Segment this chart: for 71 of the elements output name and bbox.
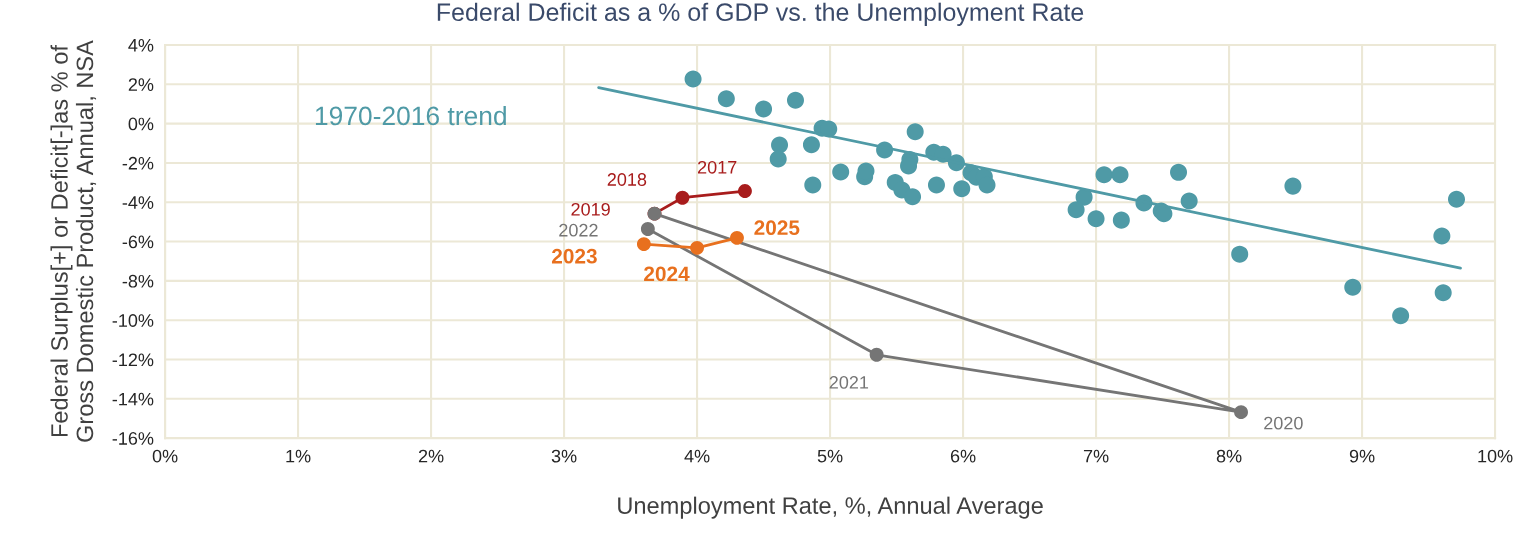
point xyxy=(802,136,820,154)
annotation: 2018 xyxy=(607,173,647,186)
point xyxy=(1067,201,1085,219)
x-tick-label: 9% xyxy=(1349,449,1375,463)
x-tick-label: 4% xyxy=(684,449,710,463)
point xyxy=(755,100,773,118)
point xyxy=(1284,177,1302,195)
x-tick-label: 10% xyxy=(1478,449,1513,463)
annotation: 2017 xyxy=(698,160,737,174)
point xyxy=(636,237,651,252)
x-tick-label: 2% xyxy=(418,449,444,463)
point xyxy=(684,70,702,88)
point xyxy=(690,240,705,255)
point xyxy=(1095,166,1113,184)
point xyxy=(906,123,924,141)
annotation: 2023 xyxy=(551,248,597,264)
y-tick-label: -4% xyxy=(122,196,154,209)
point xyxy=(717,90,735,108)
point xyxy=(1344,278,1362,296)
point xyxy=(804,176,822,194)
point xyxy=(675,190,690,205)
text: 1970-2016 trend xyxy=(315,105,506,126)
annotation: 2021 xyxy=(829,376,869,389)
point xyxy=(904,188,922,206)
point xyxy=(832,163,850,181)
y-tick-label: 4% xyxy=(128,39,154,52)
x-tick-label: 6% xyxy=(950,449,976,463)
x-tick-label: 5% xyxy=(817,449,843,463)
point xyxy=(1111,166,1129,184)
y-tick-label: -12% xyxy=(112,353,154,367)
x-tick-label: 0% xyxy=(152,449,178,463)
y-tick-label: -2% xyxy=(122,156,154,170)
x-tick-label: 3% xyxy=(551,449,577,463)
y-tick-label: 0% xyxy=(128,117,154,131)
y-axis-title: Federal Surplus[+] or Deficit[-]as % of Gross Domestic Product, Annual, NSA xyxy=(50,40,97,442)
point xyxy=(1170,163,1188,181)
point xyxy=(730,230,744,245)
point xyxy=(1447,190,1466,208)
annotation: 2019 xyxy=(571,202,610,216)
point xyxy=(869,347,884,362)
chart-title: Federal Deficit as a % of GDP vs. the Unemployment Rate xyxy=(437,2,1084,26)
point xyxy=(953,180,971,198)
annotation: 2025 xyxy=(754,220,800,236)
y-tick-label: -16% xyxy=(112,432,154,445)
point xyxy=(1392,307,1410,325)
point xyxy=(1433,227,1451,245)
point xyxy=(1112,211,1130,229)
y-tick-label: -8% xyxy=(122,274,154,288)
point xyxy=(1087,210,1105,228)
x-tick-label: 1% xyxy=(286,449,311,463)
point xyxy=(771,136,789,154)
point xyxy=(769,150,787,168)
point xyxy=(1434,284,1452,302)
point xyxy=(738,184,752,198)
point xyxy=(1231,245,1249,263)
x-tick-label: 8% xyxy=(1216,449,1242,463)
annotation: 2024 xyxy=(644,266,690,282)
annotation: 2020 xyxy=(1264,416,1303,430)
y-tick-label: -10% xyxy=(112,314,154,327)
y-tick-label: -6% xyxy=(122,235,154,249)
point xyxy=(1180,192,1198,210)
point xyxy=(786,91,804,109)
point xyxy=(640,222,655,236)
point xyxy=(978,176,996,194)
annotation: 2022 xyxy=(559,223,598,237)
point xyxy=(1234,405,1248,420)
point xyxy=(927,176,945,194)
x-axis-title: Unemployment Rate, %, Annual Average xyxy=(618,496,1043,519)
y-tick-label: -14% xyxy=(112,392,154,406)
y-tick-label: 2% xyxy=(128,78,154,91)
x-tick-label: 7% xyxy=(1083,449,1109,463)
